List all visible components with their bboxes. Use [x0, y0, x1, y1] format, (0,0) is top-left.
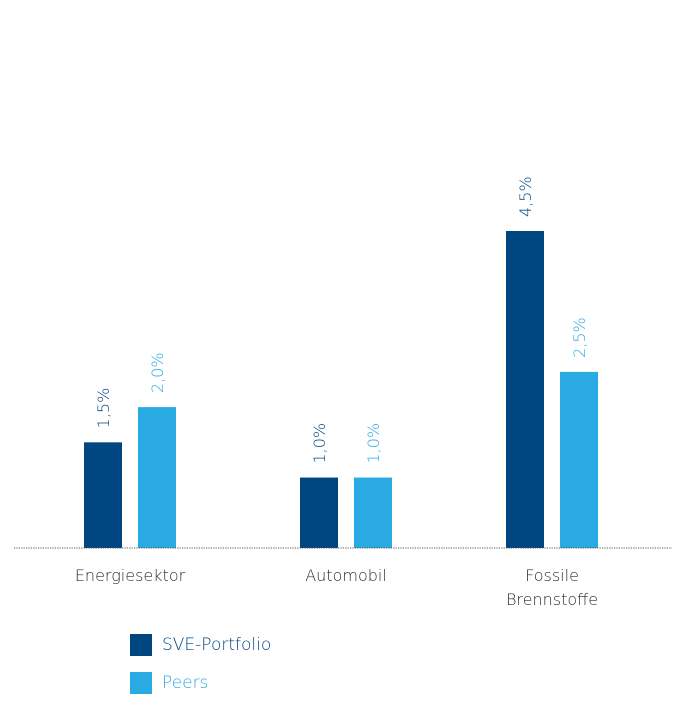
value-label-0-0: 1,5% — [94, 388, 113, 429]
category-label-1-0: Automobil — [305, 566, 387, 585]
bars-group — [84, 231, 598, 548]
category-labels-group: Energiesektor Automobil Fossile Brennstoffe — [75, 566, 598, 609]
legend-label-peers: Peers — [162, 673, 209, 693]
value-label-0-1: 1,0% — [310, 423, 329, 464]
bar-1-2 — [560, 371, 598, 548]
legend-item-peers: Peers — [130, 672, 271, 694]
value-labels-group: 1,5% 1,0% 4,5% 2,0% 1,0% 2,5% — [94, 176, 589, 463]
legend-swatch-sve-portfolio — [130, 634, 152, 656]
category-label-0-0: Energiesektor — [75, 566, 186, 585]
category-label-2-0: Fossile — [525, 566, 579, 585]
bar-0-2 — [506, 231, 544, 548]
value-label-1-2: 2,5% — [570, 317, 589, 358]
category-label-2-1: Brennstoffe — [506, 590, 598, 609]
bar-1-1 — [354, 477, 392, 548]
legend: SVE-Portfolio Peers — [130, 634, 271, 710]
bar-0-1 — [300, 477, 338, 548]
value-label-1-0: 2,0% — [148, 352, 167, 393]
bar-0-0 — [84, 442, 122, 548]
legend-item-sve-portfolio: SVE-Portfolio — [130, 634, 271, 656]
bar-chart: 1,5% 1,0% 4,5% 2,0% 1,0% 2,5% Energiesektor Au… — [14, 176, 672, 609]
legend-swatch-peers — [130, 672, 152, 694]
legend-label-sve-portfolio: SVE-Portfolio — [162, 635, 272, 655]
bar-1-0 — [138, 407, 176, 548]
value-label-0-2: 4,5% — [516, 176, 535, 217]
value-label-1-1: 1,0% — [364, 423, 383, 464]
